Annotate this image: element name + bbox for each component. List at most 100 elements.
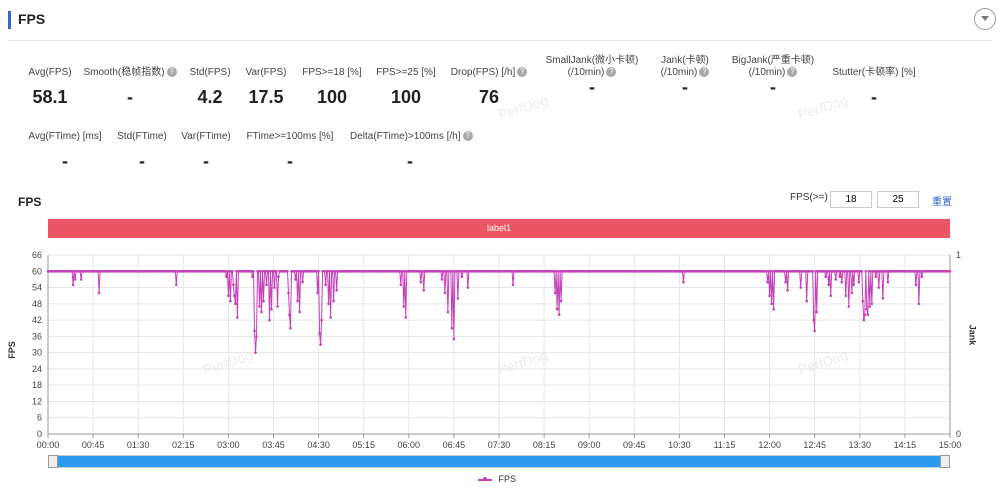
data-point [567, 270, 571, 273]
data-point [725, 270, 728, 273]
data-point [308, 270, 311, 273]
data-point [876, 270, 880, 273]
data-point [893, 270, 897, 273]
data-point [149, 270, 153, 273]
data-point [435, 270, 439, 273]
data-point [723, 270, 726, 273]
data-point [832, 270, 835, 273]
data-point [677, 270, 680, 273]
data-point [368, 270, 372, 273]
data-point [522, 270, 526, 273]
data-point [739, 270, 742, 273]
data-point [356, 270, 360, 273]
data-point [925, 270, 929, 273]
data-point [54, 270, 58, 273]
data-point [875, 270, 879, 273]
data-point [459, 270, 463, 273]
data-point [707, 270, 710, 273]
data-point [500, 270, 504, 273]
slider-left-handle[interactable] [48, 455, 58, 468]
data-point [433, 270, 437, 273]
data-point [272, 270, 275, 273]
data-point [541, 270, 545, 273]
data-point [769, 270, 772, 273]
data-point [512, 270, 516, 273]
help-icon[interactable]: ? [787, 67, 798, 78]
chart-legend[interactable]: FPS [478, 474, 516, 484]
data-point [837, 270, 841, 273]
data-point [449, 270, 453, 273]
data-point [364, 270, 368, 273]
data-point [532, 270, 536, 273]
data-point [359, 270, 363, 273]
data-point [883, 270, 887, 273]
data-point [795, 270, 798, 273]
data-point [249, 270, 252, 273]
data-point [805, 299, 808, 303]
data-point [143, 270, 147, 273]
collapse-toggle-button[interactable] [974, 8, 996, 30]
data-point [210, 270, 213, 273]
data-point [160, 270, 163, 273]
data-point [102, 270, 106, 273]
data-point [539, 270, 543, 273]
data-point [217, 270, 220, 273]
time-range-slider[interactable] [48, 455, 950, 468]
data-point [792, 270, 795, 273]
slider-right-handle[interactable] [940, 455, 950, 468]
data-point [552, 270, 556, 273]
data-point [680, 270, 683, 273]
help-icon[interactable]: ? [517, 67, 528, 78]
data-point [932, 270, 936, 273]
data-point [334, 270, 337, 273]
data-point [77, 270, 81, 273]
data-point [227, 294, 230, 298]
data-point [448, 270, 452, 273]
data-point [389, 270, 393, 273]
data-point [280, 270, 283, 273]
help-icon[interactable]: ? [166, 67, 177, 78]
data-point [361, 270, 365, 273]
data-point [450, 326, 454, 330]
x-tick-label: 06:45 [443, 440, 466, 450]
data-point [743, 270, 746, 273]
data-point [593, 270, 597, 273]
data-point [310, 270, 313, 273]
data-point [101, 270, 105, 273]
fps-threshold-label: FPS(>=) [790, 192, 828, 203]
data-point [58, 270, 62, 273]
data-point [312, 270, 315, 273]
help-icon[interactable]: ? [699, 67, 710, 78]
data-point [407, 270, 411, 273]
threshold-input-1[interactable] [830, 191, 872, 208]
data-point [572, 270, 576, 273]
data-point [72, 270, 76, 273]
data-point [544, 270, 548, 273]
threshold-input-2[interactable] [877, 191, 919, 208]
data-point [927, 270, 931, 273]
data-point [756, 270, 759, 273]
data-point [499, 270, 503, 273]
data-point [122, 270, 126, 273]
data-point [216, 270, 219, 273]
help-icon[interactable]: ? [462, 131, 473, 142]
data-point [453, 270, 457, 273]
data-point [61, 270, 65, 273]
data-point [741, 270, 744, 273]
data-point [571, 270, 575, 273]
data-point [184, 270, 187, 273]
data-point [462, 270, 466, 273]
data-point [887, 270, 891, 273]
data-point [907, 270, 911, 273]
reset-link[interactable]: 重置 [932, 197, 952, 208]
data-point [622, 270, 625, 273]
data-point [644, 270, 647, 273]
help-icon[interactable]: ? [606, 67, 617, 78]
data-point [799, 286, 802, 289]
data-point [762, 270, 765, 273]
label-bar[interactable]: label1 [48, 219, 950, 238]
data-point [775, 270, 778, 273]
data-point [549, 270, 553, 273]
data-point [865, 307, 869, 311]
data-point [585, 270, 589, 273]
